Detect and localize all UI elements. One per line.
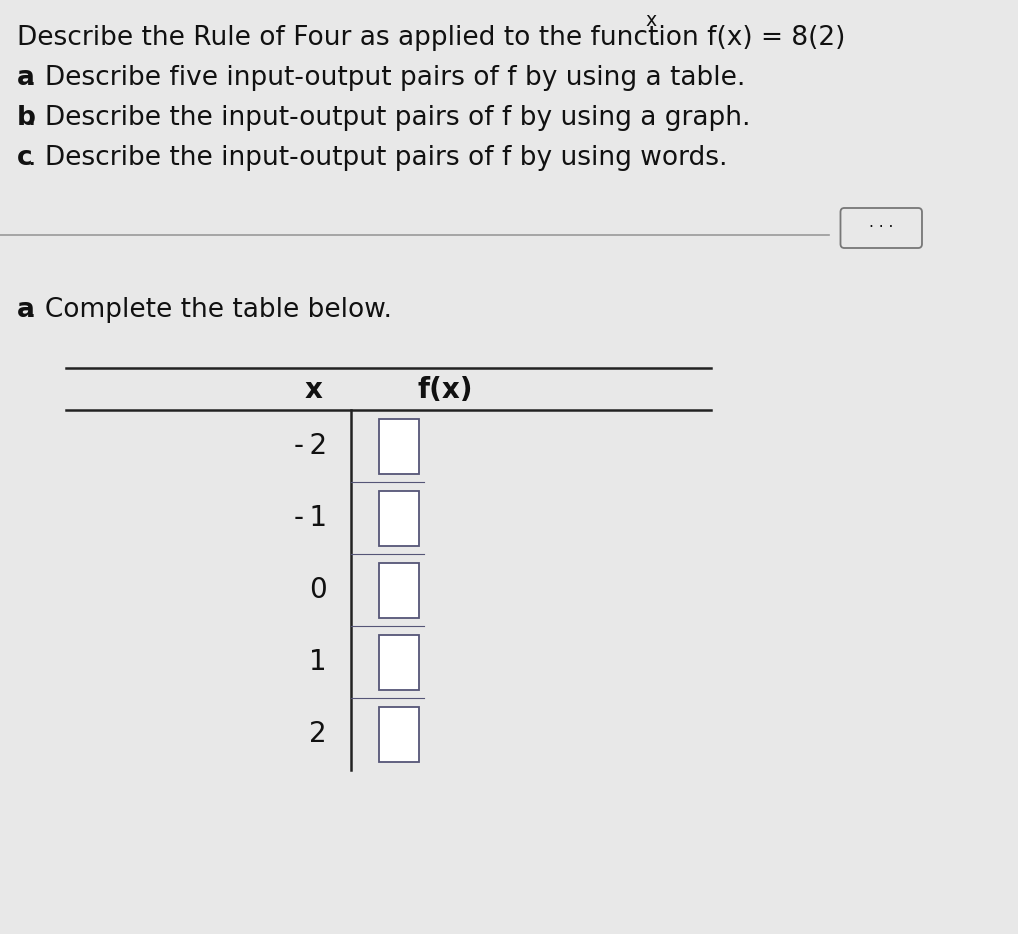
Text: c: c bbox=[17, 145, 33, 171]
Text: . Describe the input-output pairs of f by using words.: . Describe the input-output pairs of f b… bbox=[29, 145, 728, 171]
Text: x: x bbox=[645, 11, 657, 30]
Bar bbox=[379, 562, 418, 617]
Text: Describe the Rule of Four as applied to the function f(x) = 8(2): Describe the Rule of Four as applied to … bbox=[17, 25, 845, 51]
Text: a: a bbox=[17, 65, 35, 91]
Text: b: b bbox=[17, 105, 36, 131]
Text: . Describe the input-output pairs of f by using a graph.: . Describe the input-output pairs of f b… bbox=[29, 105, 750, 131]
Bar bbox=[379, 418, 418, 474]
Bar bbox=[379, 490, 418, 545]
Text: · · ·: · · · bbox=[869, 220, 894, 235]
Text: 2: 2 bbox=[309, 720, 327, 748]
Text: 0: 0 bbox=[309, 576, 327, 604]
Text: . Describe five input-output pairs of f by using a table.: . Describe five input-output pairs of f … bbox=[29, 65, 745, 91]
FancyBboxPatch shape bbox=[841, 208, 922, 248]
Text: . Complete the table below.: . Complete the table below. bbox=[29, 297, 392, 323]
Bar bbox=[379, 634, 418, 689]
Text: .: . bbox=[652, 25, 661, 51]
Text: f(x): f(x) bbox=[417, 376, 473, 404]
Text: 1: 1 bbox=[309, 648, 327, 676]
Text: a: a bbox=[17, 297, 35, 323]
Bar bbox=[379, 706, 418, 761]
Text: - 2: - 2 bbox=[294, 432, 327, 460]
Text: - 1: - 1 bbox=[294, 504, 327, 532]
Text: x: x bbox=[304, 376, 322, 404]
